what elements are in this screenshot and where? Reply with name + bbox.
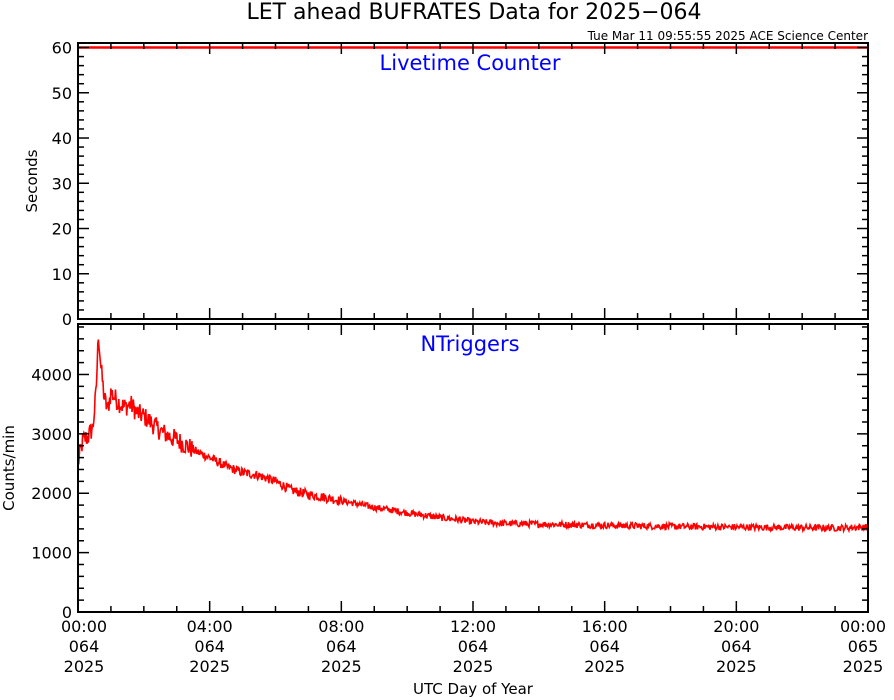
x-tick-label-line: 064 — [589, 637, 620, 656]
y-tick-label: 0 — [62, 310, 72, 329]
panel-label: Livetime Counter — [380, 51, 561, 75]
x-tick-label: 12:00 064 2025 — [450, 617, 496, 676]
y-tick-label: 4000 — [31, 365, 72, 384]
x-tick-label-line: 16:00 — [582, 617, 628, 636]
chart-panel-2: 0 1000 2000 3000 4000 Counts/min NTriggers 00:0… — [0, 323, 886, 698]
x-tick-label-line: 064 — [458, 637, 489, 656]
x-tick-label-line: 2025 — [716, 657, 757, 676]
y-tick-label: 30 — [52, 174, 72, 193]
x-tick-label-line: 00:00 — [840, 617, 886, 636]
chart-title: LET ahead BUFRATES Data for 2025−064 — [246, 0, 701, 25]
x-tick-label: 00:00 065 2025 — [840, 617, 886, 676]
x-tick-label-line: 064 — [721, 637, 752, 656]
x-tick-label-line: 2025 — [453, 657, 494, 676]
x-tick-label: 04:00 064 2025 — [187, 617, 233, 676]
y-tick-label: 3000 — [31, 425, 72, 444]
chart-panels: 0 10 20 30 40 50 60 Seconds Livetime Counter 0 100… — [0, 39, 886, 698]
x-tick-label-line: 064 — [194, 637, 225, 656]
x-tick-label: 08:00 064 2025 — [318, 617, 364, 676]
y-tick-label: 40 — [52, 129, 72, 148]
x-tick-label-line: 04:00 — [187, 617, 233, 636]
plot-frame — [77, 42, 869, 320]
y-axis-label: Seconds — [23, 149, 41, 212]
y-tick-label: 0 — [62, 603, 72, 622]
y-tick-label: 20 — [52, 220, 72, 239]
timestamp-label: Tue Mar 11 09:55:55 2025 ACE Science Cen… — [587, 29, 868, 43]
x-tick-label-line: 20:00 — [713, 617, 759, 636]
x-tick-label: 16:00 064 2025 — [582, 617, 628, 676]
x-tick-label-line: 064 — [69, 637, 100, 656]
x-tick-label-line: 08:00 — [318, 617, 364, 636]
x-tick-label-line: 2025 — [321, 657, 362, 676]
x-tick-label-line: 064 — [326, 637, 357, 656]
y-tick-label: 2000 — [31, 484, 72, 503]
y-axis-label: Counts/min — [0, 425, 18, 511]
chart-panel-1: 0 10 20 30 40 50 60 Seconds Livetime Counter — [23, 39, 869, 329]
x-tick-label-line: 12:00 — [450, 617, 496, 636]
panel-label: NTriggers — [420, 332, 519, 356]
x-tick-label-line: 00:00 — [61, 617, 107, 636]
y-tick-label: 60 — [52, 39, 72, 58]
x-tick-label-line: 2025 — [843, 657, 884, 676]
y-tick-label: 1000 — [31, 544, 72, 563]
x-tick-label: 00:00 064 2025 — [61, 617, 107, 676]
plot-frame — [77, 323, 869, 613]
x-tick-label-line: 2025 — [189, 657, 230, 676]
x-tick-label-line: 2025 — [584, 657, 625, 676]
series-line — [77, 339, 869, 534]
y-tick-label: 50 — [52, 84, 72, 103]
x-tick-label-line: 2025 — [64, 657, 105, 676]
x-tick-label-line: 065 — [848, 637, 879, 656]
y-tick-label: 10 — [52, 265, 72, 284]
x-axis-label: UTC Day of Year — [413, 680, 534, 698]
x-tick-label: 20:00 064 2025 — [713, 617, 759, 676]
